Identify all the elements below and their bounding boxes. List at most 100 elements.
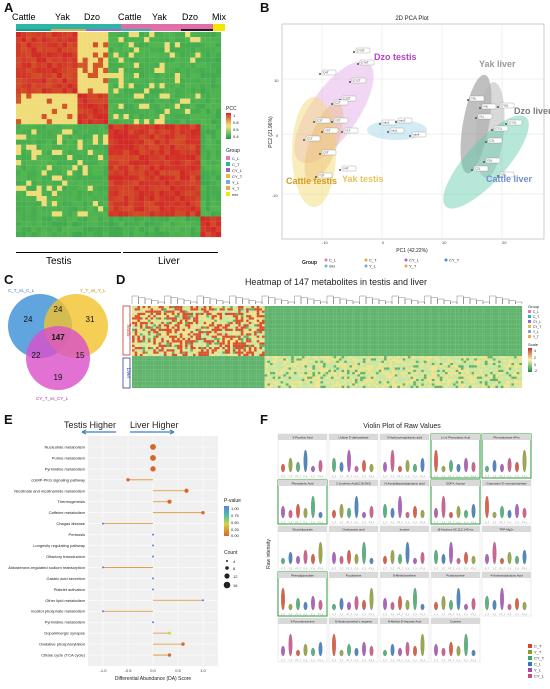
- label-cattle-liver: Cattle liver: [486, 174, 533, 184]
- violin-facet-title: TPP-Mg2+: [499, 528, 514, 532]
- violin-shape: [296, 598, 300, 610]
- violin-shape: [523, 450, 527, 472]
- violin-shape: [485, 554, 489, 564]
- pathway-dot: [152, 534, 154, 536]
- pathway-label: Pertussis: [69, 532, 85, 537]
- violin-facet-title: 2-Linolenic Acid(C18:3N3): [336, 482, 371, 486]
- pca-legend-dot: [325, 259, 328, 262]
- pathway-label: Nicotinate and nicotinamide metabolism: [14, 488, 85, 493]
- pca-point: [483, 161, 485, 163]
- violin-shape: [493, 460, 497, 472]
- venn-y-only: 31: [86, 315, 95, 324]
- violin-shape: [421, 634, 425, 656]
- violin-shape: [449, 512, 453, 518]
- pcc-legend: PCC 1 0.8 0.6 0.4: [226, 106, 239, 139]
- violin-shape: [383, 598, 387, 610]
- pca-point-label: CY1L: [495, 127, 503, 131]
- heatmap-d-svg: Heatmap of 147 metabolites in testis and…: [116, 274, 550, 410]
- violin-shape: [457, 464, 461, 472]
- svg-text:0.4: 0.4: [233, 134, 239, 139]
- violin-shape: [362, 600, 366, 610]
- violin-shape: [311, 554, 315, 564]
- group-label-yak-testis: Yak: [55, 12, 70, 22]
- pca-point-label: mix2: [391, 129, 398, 133]
- group-legend-swatch: [226, 162, 230, 166]
- violin-shape: [508, 552, 512, 564]
- violin-shape: [500, 506, 504, 518]
- violin-shape: [289, 458, 293, 472]
- violin-legend-label: CY_L: [534, 674, 545, 679]
- violin-shape: [289, 510, 293, 518]
- pca-point: [319, 153, 321, 155]
- violin-shape: [413, 558, 417, 564]
- violin-legend-label: Y_T: [534, 650, 542, 655]
- violin-shape: [442, 648, 446, 656]
- violin-shape: [515, 598, 519, 610]
- pca-point-label: C2T: [335, 101, 341, 105]
- pca-point-label: C4T: [323, 71, 329, 75]
- pathway-label: Caffeine metabolism: [49, 510, 86, 515]
- violin-shape: [319, 600, 323, 610]
- pca-title: 2D PCA Plot: [395, 16, 429, 22]
- pca-point-label: C3L: [489, 139, 495, 143]
- violin-shape: [515, 556, 519, 564]
- svg-text:0: 0: [382, 240, 385, 245]
- violin-shape: [332, 634, 336, 656]
- pca-legend-dot: [405, 259, 408, 262]
- violin-shape: [434, 450, 438, 472]
- violin-shape: [472, 556, 476, 564]
- pca-point-label: Y4T: [343, 167, 349, 171]
- violin-shape: [442, 496, 446, 518]
- violin-shape: [304, 508, 308, 518]
- violin-shape: [281, 646, 285, 656]
- pca-point-label: CY3T: [357, 49, 365, 53]
- violin-shape: [421, 458, 425, 472]
- pathway-label: Chagas disease: [56, 521, 85, 526]
- violin-shape: [421, 510, 425, 518]
- violin-shape: [281, 558, 285, 564]
- da-xtick: 0.0: [150, 668, 156, 673]
- violin-shape: [515, 462, 519, 472]
- pathway-dot: [150, 455, 156, 461]
- heatmap-svg: PCC 1 0.8 0.6 0.4 Group C_LC_TCY_LCY_TY_…: [10, 24, 255, 270]
- pca-point-label: C3T: [317, 119, 323, 123]
- pca-legend-label: CY_T: [449, 258, 460, 263]
- violin-shape: [493, 600, 497, 610]
- violin-facet-title: Cotinine: [450, 620, 461, 624]
- group-legend-swatch: [226, 168, 230, 172]
- top-group-labels: Cattle Yak Dzo Cattle Yak Dzo Mix: [12, 12, 220, 24]
- pathway-label: cGMP-PKG signaling pathway: [31, 477, 85, 482]
- group-legend-label: CY_T: [232, 174, 243, 179]
- violin-legend-swatch: [528, 668, 532, 672]
- pathway-dot: [168, 632, 171, 635]
- violin-shape: [281, 464, 285, 472]
- violin-shape: [370, 464, 374, 472]
- svg-text:0.6: 0.6: [233, 127, 239, 132]
- violin-legend-swatch: [528, 644, 532, 648]
- group-legend-label: Y_L: [232, 180, 240, 185]
- violin-shape: [332, 604, 336, 610]
- pca-point: [379, 123, 381, 125]
- pca-point-label: C1T: [307, 137, 313, 141]
- venn-c-only: 24: [24, 315, 33, 324]
- pca-ylabel: PC2 (21.96%): [268, 116, 274, 148]
- pca-point: [331, 121, 333, 123]
- violin-shape: [370, 646, 374, 656]
- violin-shape: [508, 510, 512, 518]
- violin-shape: [355, 496, 359, 518]
- pathway-label: Dopaminergic synapse: [44, 631, 85, 636]
- pca-legend-label: mix: [329, 264, 335, 269]
- violin-shape: [383, 650, 387, 656]
- pca-point: [497, 106, 499, 108]
- pathway-dot: [168, 653, 171, 656]
- violin-shape: [304, 602, 308, 610]
- pca-point-label: CY6L: [501, 104, 509, 108]
- violin-shape: [289, 604, 293, 610]
- pca-point: [339, 169, 341, 171]
- violin-shape: [406, 460, 410, 472]
- pca-legend-dot: [445, 259, 448, 262]
